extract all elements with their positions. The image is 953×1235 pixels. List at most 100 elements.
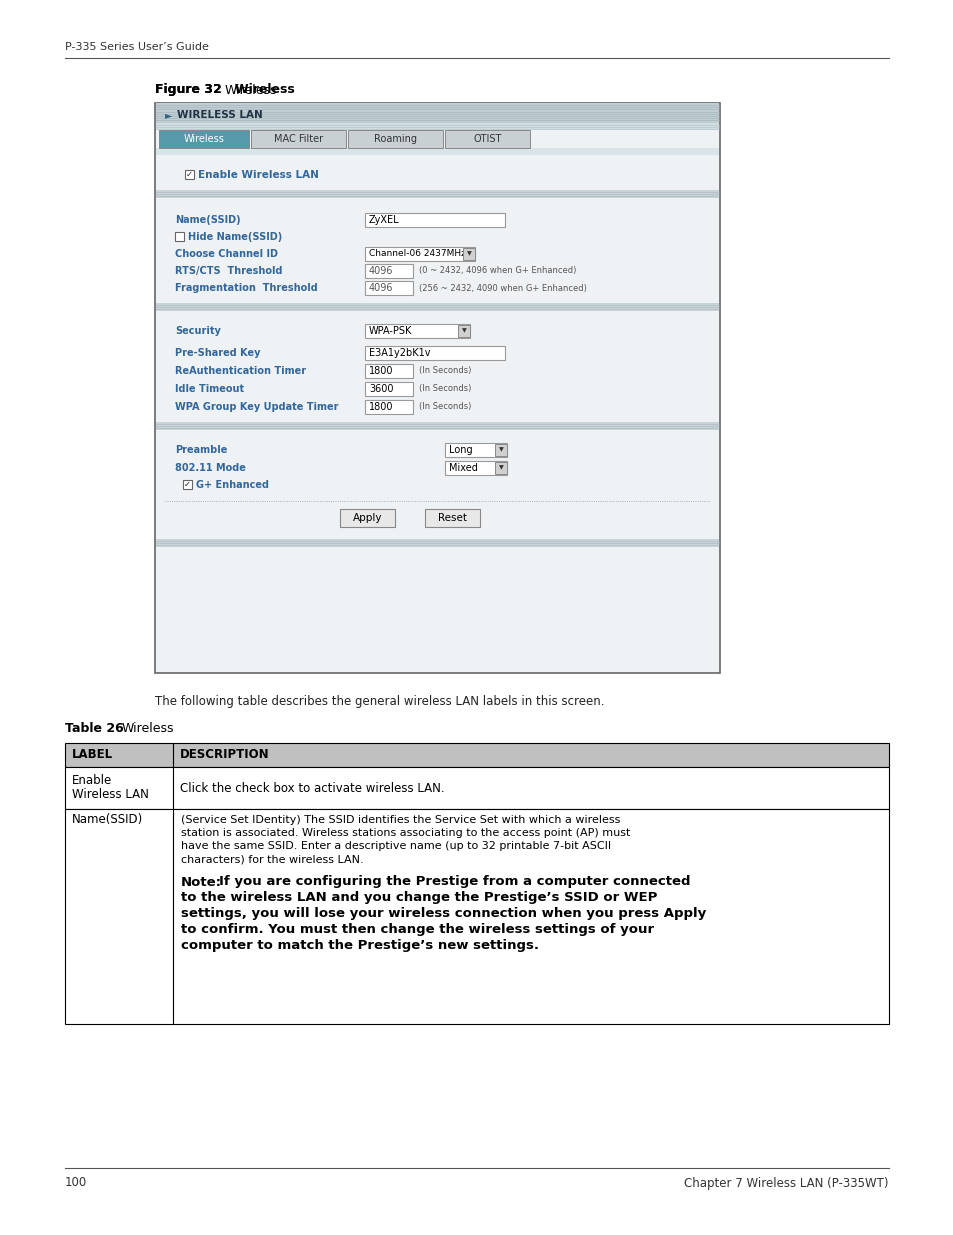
Text: The following table describes the general wireless LAN labels in this screen.: The following table describes the genera…	[154, 694, 604, 708]
Bar	[156, 303, 719, 311]
Text: Apply: Apply	[353, 513, 382, 522]
Bar	[156, 422, 719, 430]
Bar	[183, 480, 192, 489]
Text: ZyXEL: ZyXEL	[369, 215, 399, 225]
Text: DESCRIPTION: DESCRIPTION	[180, 748, 270, 762]
Bar	[65, 743, 888, 767]
Text: G+ Enhanced: G+ Enhanced	[195, 480, 269, 490]
Text: 4096: 4096	[369, 266, 393, 275]
Text: Name(SSID): Name(SSID)	[174, 215, 240, 225]
Bar	[65, 809, 888, 1024]
Bar	[365, 400, 413, 414]
Text: characters) for the wireless LAN.: characters) for the wireless LAN.	[181, 853, 363, 864]
Text: (In Seconds): (In Seconds)	[418, 403, 471, 411]
Text: (Service Set IDentity) The SSID identifies the Service Set with which a wireless: (Service Set IDentity) The SSID identifi…	[181, 815, 619, 825]
Text: (In Seconds): (In Seconds)	[418, 384, 471, 394]
Text: ✓: ✓	[184, 479, 191, 489]
Bar	[424, 509, 479, 527]
Bar	[457, 325, 470, 337]
Bar	[365, 346, 504, 359]
Text: Long: Long	[449, 445, 472, 454]
Text: ▼: ▼	[498, 447, 503, 452]
Bar	[365, 364, 413, 378]
Text: (0 ~ 2432, 4096 when G+ Enhanced): (0 ~ 2432, 4096 when G+ Enhanced)	[418, 267, 576, 275]
Bar	[156, 148, 719, 156]
Text: P-335 Series User’s Guide: P-335 Series User’s Guide	[65, 42, 209, 52]
Text: Reset: Reset	[437, 513, 467, 522]
Bar	[365, 264, 413, 278]
Text: ▼: ▼	[461, 329, 466, 333]
Text: Choose Channel ID: Choose Channel ID	[174, 249, 277, 259]
Text: Wireless: Wireless	[225, 84, 277, 96]
Text: RTS/CTS  Threshold: RTS/CTS Threshold	[174, 266, 282, 275]
Text: have the same SSID. Enter a descriptive name (up to 32 printable 7-bit ASCII: have the same SSID. Enter a descriptive …	[181, 841, 611, 851]
Text: ReAuthentication Timer: ReAuthentication Timer	[174, 366, 306, 375]
Text: LABEL: LABEL	[71, 748, 113, 762]
Text: Hide Name(SSID): Hide Name(SSID)	[188, 232, 282, 242]
Text: Figure 32: Figure 32	[154, 84, 221, 96]
Bar	[365, 247, 475, 261]
Text: Name(SSID): Name(SSID)	[71, 814, 143, 826]
Bar	[365, 324, 470, 338]
Bar	[444, 130, 530, 148]
Bar	[154, 103, 720, 673]
Bar	[495, 445, 506, 456]
Bar	[65, 767, 888, 809]
Text: Security: Security	[174, 326, 221, 336]
Text: 3600: 3600	[369, 384, 393, 394]
Text: If you are configuring the Prestige from a computer connected: If you are configuring the Prestige from…	[219, 876, 690, 888]
Text: Table 26: Table 26	[65, 722, 124, 736]
Bar	[251, 130, 346, 148]
Bar	[159, 130, 249, 148]
Bar	[156, 190, 719, 198]
Text: WPA Group Key Update Timer: WPA Group Key Update Timer	[174, 403, 338, 412]
Text: Pre-Shared Key: Pre-Shared Key	[174, 348, 260, 358]
Text: station is associated. Wireless stations associating to the access point (AP) mu: station is associated. Wireless stations…	[181, 827, 630, 839]
Bar	[365, 212, 504, 227]
Text: Click the check box to activate wireless LAN.: Click the check box to activate wireless…	[180, 782, 444, 794]
Text: ✓: ✓	[186, 169, 193, 179]
Bar	[156, 103, 719, 124]
Text: 1800: 1800	[369, 366, 393, 375]
Text: (In Seconds): (In Seconds)	[418, 367, 471, 375]
Bar	[339, 509, 395, 527]
Text: E3A1y2bK1v: E3A1y2bK1v	[369, 348, 430, 358]
Text: 4096: 4096	[369, 283, 393, 293]
Text: Mixed: Mixed	[449, 463, 477, 473]
Bar	[185, 170, 193, 179]
Bar	[462, 248, 475, 261]
Bar	[365, 382, 413, 396]
Text: WPA-PSK: WPA-PSK	[369, 326, 412, 336]
Text: to confirm. You must then change the wireless settings of your: to confirm. You must then change the wir…	[181, 924, 654, 936]
Text: settings, you will lose your wireless connection when you press Apply: settings, you will lose your wireless co…	[181, 908, 705, 920]
Bar	[444, 443, 506, 457]
Text: to the wireless LAN and you change the Prestige’s SSID or WEP: to the wireless LAN and you change the P…	[181, 892, 657, 904]
Text: Chapter 7 Wireless LAN (P-335WT): Chapter 7 Wireless LAN (P-335WT)	[684, 1177, 888, 1189]
Bar	[348, 130, 442, 148]
Text: Enable Wireless LAN: Enable Wireless LAN	[198, 170, 318, 180]
Bar	[365, 282, 413, 295]
Text: OTIST: OTIST	[473, 135, 501, 144]
Text: Enable: Enable	[71, 774, 112, 788]
Bar	[174, 232, 184, 241]
Text: 802.11 Mode: 802.11 Mode	[174, 463, 246, 473]
Text: MAC Filter: MAC Filter	[274, 135, 323, 144]
Bar	[156, 538, 719, 547]
Text: ►: ►	[165, 110, 172, 120]
Text: Wireless: Wireless	[183, 135, 224, 144]
Text: Preamble: Preamble	[174, 445, 227, 454]
Text: WIRELESS LAN: WIRELESS LAN	[177, 110, 262, 120]
Text: computer to match the Prestige’s new settings.: computer to match the Prestige’s new set…	[181, 940, 538, 952]
Text: Figure 32   Wireless: Figure 32 Wireless	[154, 84, 294, 96]
Bar	[495, 462, 506, 474]
Bar	[444, 461, 506, 475]
Text: 1800: 1800	[369, 403, 393, 412]
Text: Roaming: Roaming	[374, 135, 416, 144]
Text: Channel-06 2437MHz: Channel-06 2437MHz	[369, 249, 465, 258]
Text: Fragmentation  Threshold: Fragmentation Threshold	[174, 283, 317, 293]
Text: ▼: ▼	[498, 466, 503, 471]
Text: Note:: Note:	[181, 876, 222, 888]
Text: Idle Timeout: Idle Timeout	[174, 384, 244, 394]
Text: (256 ~ 2432, 4090 when G+ Enhanced): (256 ~ 2432, 4090 when G+ Enhanced)	[418, 284, 586, 293]
Text: Wireless LAN: Wireless LAN	[71, 788, 149, 802]
